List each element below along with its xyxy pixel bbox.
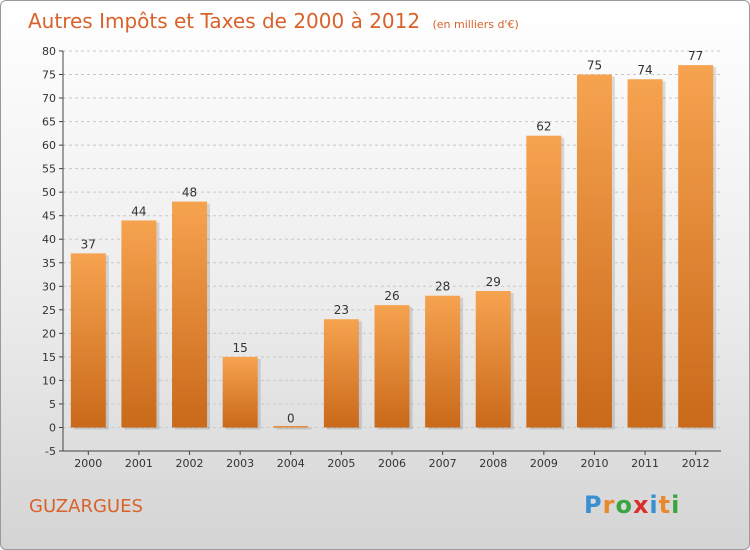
x-tick-label: 2001	[125, 457, 153, 470]
logo-letter: t	[658, 491, 672, 519]
bar	[323, 319, 359, 428]
y-tick-label: 65	[42, 116, 56, 129]
bar-value-label: 29	[486, 275, 501, 289]
logo-letter: i	[671, 491, 681, 519]
commune-name: GUZARGUES	[29, 496, 143, 517]
bar-value-label: 77	[688, 49, 703, 63]
bar	[70, 253, 106, 428]
bar-shadow	[276, 427, 312, 430]
y-tick-label: 25	[42, 304, 56, 317]
bar-value-label: 62	[536, 120, 551, 134]
logo-letter: r	[602, 491, 616, 519]
bar	[678, 65, 714, 428]
x-tick-label: 2009	[530, 457, 558, 470]
x-tick-label: 2008	[479, 457, 507, 470]
x-tick-label: 2004	[277, 457, 305, 470]
bar	[425, 295, 461, 428]
logo-letter: P	[584, 491, 603, 519]
x-tick-label: 2005	[327, 457, 355, 470]
y-tick-label: 60	[42, 139, 56, 152]
y-tick-label: 45	[42, 210, 56, 223]
bar	[526, 135, 562, 428]
logo-letter: x	[632, 491, 650, 519]
y-tick-label: 10	[42, 374, 56, 387]
bar	[576, 74, 612, 428]
chart-title: Autres Impôts et Taxes de 2000 à 2012	[28, 9, 421, 33]
bar-value-label: 75	[587, 59, 602, 73]
y-tick-label: 75	[42, 69, 56, 82]
bar	[627, 79, 663, 428]
y-tick-label: 30	[42, 280, 56, 293]
bar-value-label: 26	[384, 289, 399, 303]
bar	[121, 220, 157, 428]
bar	[475, 291, 511, 428]
proxiti-logo: Proxiti	[584, 491, 680, 519]
bar-value-label: 23	[334, 303, 349, 317]
x-tick-label: 2002	[176, 457, 204, 470]
y-tick-label: 35	[42, 257, 56, 270]
bar	[374, 305, 410, 428]
chart-title-row: Autres Impôts et Taxes de 2000 à 2012 (e…	[28, 9, 519, 33]
bar-value-label: 44	[131, 204, 146, 218]
chart-subtitle: (en milliers d'€)	[432, 18, 519, 31]
y-tick-label: 80	[42, 45, 56, 58]
x-tick-label: 2010	[580, 457, 608, 470]
bar-value-label: 37	[81, 237, 96, 251]
bar-value-label: 28	[435, 280, 450, 294]
bar-value-label: 74	[637, 63, 652, 77]
y-tick-label: 55	[42, 163, 56, 176]
x-tick-label: 2012	[682, 457, 710, 470]
y-tick-label: 70	[42, 92, 56, 105]
y-tick-label: 50	[42, 186, 56, 199]
bar	[222, 356, 258, 428]
bar-value-label: 15	[233, 341, 248, 355]
bar-value-label: 48	[182, 186, 197, 200]
x-tick-label: 2000	[74, 457, 102, 470]
y-tick-label: -5	[45, 445, 56, 458]
logo-letter: o	[615, 491, 633, 519]
y-tick-label: 20	[42, 327, 56, 340]
logo-letter: i	[649, 491, 659, 519]
y-tick-label: 15	[42, 351, 56, 364]
x-tick-label: 2007	[429, 457, 457, 470]
bar	[172, 201, 208, 428]
bar-value-label: 0	[287, 411, 295, 425]
y-tick-label: 0	[49, 421, 56, 434]
bar	[273, 425, 309, 428]
x-tick-label: 2003	[226, 457, 254, 470]
x-tick-label: 2006	[378, 457, 406, 470]
y-tick-label: 40	[42, 233, 56, 246]
x-tick-label: 2011	[631, 457, 659, 470]
y-tick-label: 5	[49, 398, 56, 411]
